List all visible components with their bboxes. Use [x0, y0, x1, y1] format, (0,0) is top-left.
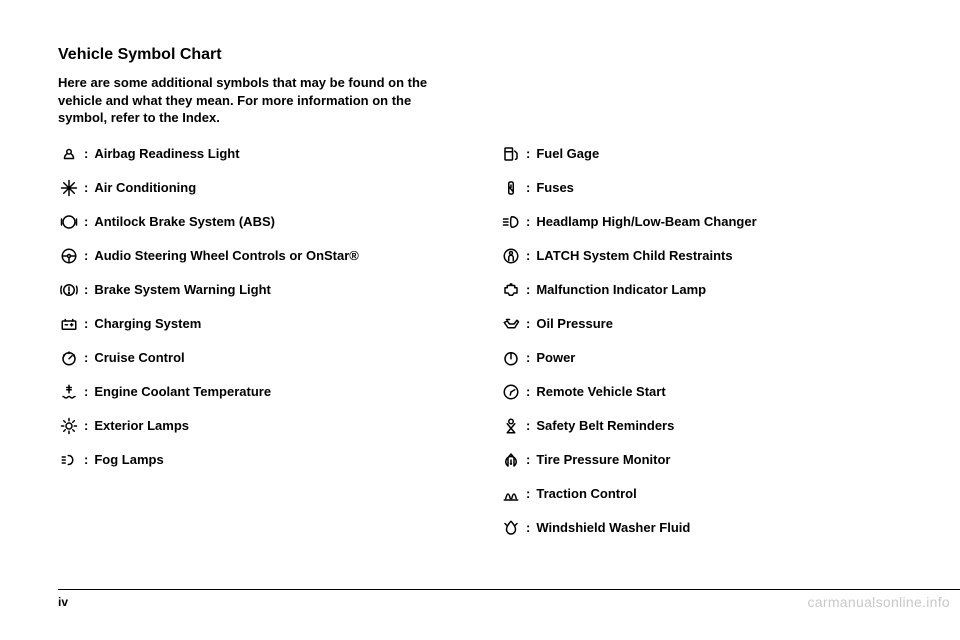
symbol-label: Charging System [94, 316, 201, 331]
left-column: : Airbag Readiness Light: Air Conditioning… [58, 145, 460, 553]
symbol-label: Fog Lamps [94, 452, 163, 467]
symbol-item: : Headlamp High/Low-Beam Changer [500, 213, 902, 231]
battery-icon [58, 315, 80, 333]
symbol-label: Air Conditioning [94, 180, 196, 195]
separator: : [84, 248, 88, 263]
symbol-item: : Traction Control [500, 485, 902, 503]
symbol-label: Brake System Warning Light [94, 282, 271, 297]
airbag-icon [58, 145, 80, 163]
symbol-label: Tire Pressure Monitor [536, 452, 670, 467]
separator: : [526, 486, 530, 501]
separator: : [526, 418, 530, 433]
latch-icon [500, 247, 522, 265]
footer: iv carmanualsonline.info [58, 589, 960, 610]
brakecircle-icon [58, 281, 80, 299]
watermark: carmanualsonline.info [808, 594, 960, 610]
symbol-item: : Fog Lamps [58, 451, 460, 469]
symbol-label: Power [536, 350, 575, 365]
page-number: iv [58, 595, 68, 609]
symbol-label: Airbag Readiness Light [94, 146, 239, 161]
symbol-item: : Cruise Control [58, 349, 460, 367]
separator: : [526, 384, 530, 399]
separator: : [526, 452, 530, 467]
symbol-label: Cruise Control [94, 350, 184, 365]
symbol-item: : Safety Belt Reminders [500, 417, 902, 435]
abs-icon [58, 213, 80, 231]
separator: : [526, 146, 530, 161]
separator: : [526, 248, 530, 263]
separator: : [526, 180, 530, 195]
right-column: : Fuel Gage: Fuses: Headlamp High/Low-Beam … [500, 145, 902, 553]
symbol-item: : Power [500, 349, 902, 367]
separator: : [84, 282, 88, 297]
symbol-label: Audio Steering Wheel Controls or OnStar® [94, 248, 359, 263]
fog-icon [58, 451, 80, 469]
symbol-item: : Brake System Warning Light [58, 281, 460, 299]
symbol-item: : Remote Vehicle Start [500, 383, 902, 401]
symbol-label: Traction Control [536, 486, 636, 501]
separator: : [84, 384, 88, 399]
symbol-label: Headlamp High/Low-Beam Changer [536, 214, 756, 229]
washer-icon [500, 519, 522, 537]
symbol-item: : Engine Coolant Temperature [58, 383, 460, 401]
mil-icon [500, 281, 522, 299]
separator: : [526, 214, 530, 229]
symbol-columns: : Airbag Readiness Light: Air Conditioning… [58, 145, 902, 553]
power-icon [500, 349, 522, 367]
symbol-label: Antilock Brake System (ABS) [94, 214, 275, 229]
symbol-item: : Oil Pressure [500, 315, 902, 333]
symbol-item: : Windshield Washer Fluid [500, 519, 902, 537]
separator: : [84, 316, 88, 331]
symbol-item: : Air Conditioning [58, 179, 460, 197]
symbol-label: Fuel Gage [536, 146, 599, 161]
tire-icon [500, 451, 522, 469]
separator: : [84, 452, 88, 467]
symbol-label: Exterior Lamps [94, 418, 189, 433]
traction-icon [500, 485, 522, 503]
snowflake-icon [58, 179, 80, 197]
symbol-label: Engine Coolant Temperature [94, 384, 271, 399]
separator: : [84, 418, 88, 433]
fuses-icon [500, 179, 522, 197]
symbol-label: Fuses [536, 180, 574, 195]
cruise-icon [58, 349, 80, 367]
remote-icon [500, 383, 522, 401]
symbol-item: : Audio Steering Wheel Controls or OnStar… [58, 247, 460, 265]
symbol-item: : Exterior Lamps [58, 417, 460, 435]
page-title: Vehicle Symbol Chart [58, 46, 902, 64]
symbol-item: : Malfunction Indicator Lamp [500, 281, 902, 299]
coolant-icon [58, 383, 80, 401]
oil-icon [500, 315, 522, 333]
separator: : [526, 350, 530, 365]
symbol-item: : Fuel Gage [500, 145, 902, 163]
headlamp-icon [500, 213, 522, 231]
separator: : [526, 316, 530, 331]
symbol-label: Malfunction Indicator Lamp [536, 282, 706, 297]
symbol-item: : Airbag Readiness Light [58, 145, 460, 163]
symbol-item: : Tire Pressure Monitor [500, 451, 902, 469]
separator: : [526, 520, 530, 535]
symbol-item: : Antilock Brake System (ABS) [58, 213, 460, 231]
symbol-item: : Charging System [58, 315, 460, 333]
separator: : [84, 146, 88, 161]
separator: : [84, 214, 88, 229]
symbol-label: Safety Belt Reminders [536, 418, 674, 433]
symbol-label: Oil Pressure [536, 316, 613, 331]
belt-icon [500, 417, 522, 435]
separator: : [84, 350, 88, 365]
symbol-label: Windshield Washer Fluid [536, 520, 690, 535]
symbol-label: Remote Vehicle Start [536, 384, 665, 399]
lampsun-icon [58, 417, 80, 435]
symbol-item: : LATCH System Child Restraints [500, 247, 902, 265]
separator: : [526, 282, 530, 297]
symbol-item: : Fuses [500, 179, 902, 197]
steering-icon [58, 247, 80, 265]
fuel-icon [500, 145, 522, 163]
intro-text: Here are some additional symbols that ma… [58, 74, 458, 127]
symbol-label: LATCH System Child Restraints [536, 248, 732, 263]
separator: : [84, 180, 88, 195]
page: Vehicle Symbol Chart Here are some addit… [0, 0, 960, 640]
